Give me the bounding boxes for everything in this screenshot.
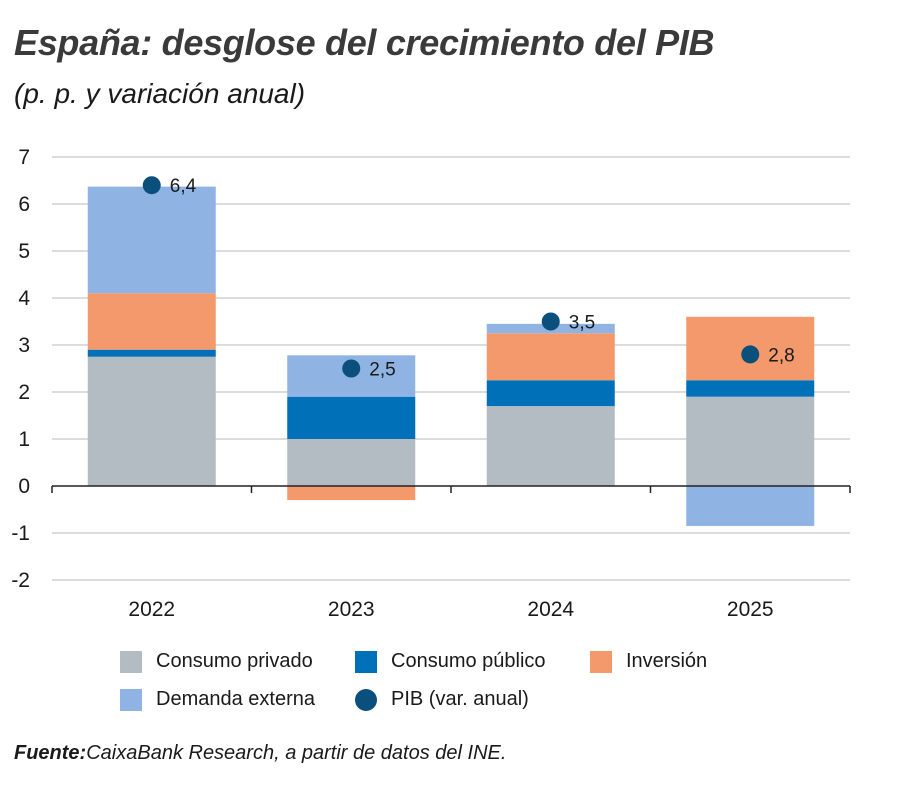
bar-segment-consumo-público-2025 xyxy=(686,380,815,397)
pib-data-label: 2,5 xyxy=(369,360,395,381)
bar-segment-demanda-externa-2022 xyxy=(87,186,216,294)
bars xyxy=(87,186,815,526)
bar-segment-consumo-privado-2025 xyxy=(686,396,815,486)
pib-data-label: 2,8 xyxy=(768,345,794,366)
legend-swatch-inversion xyxy=(590,650,612,673)
legend-label-demanda-externa: Demanda externa xyxy=(156,688,315,710)
legend-item-inversion: Inversión xyxy=(590,650,707,673)
pib-point-2024 xyxy=(541,312,560,331)
legend-label-pib: PIB (var. anual) xyxy=(391,688,529,710)
bar-segment-demanda-externa-2025 xyxy=(686,486,815,526)
bar-segment-consumo-público-2022 xyxy=(87,349,216,357)
x-tick-label: 2025 xyxy=(727,598,774,621)
bar-segment-consumo-público-2023 xyxy=(287,396,416,439)
legend-item-consumo-privado: Consumo privado xyxy=(120,650,313,673)
source-label: Fuente: xyxy=(14,742,87,764)
bar-segment-consumo-público-2024 xyxy=(486,380,615,407)
x-axis-tick-labels: 2022 2023 2024 2025 xyxy=(128,598,773,621)
legend-swatch-demanda-externa xyxy=(120,688,142,711)
pib-points: 6,4 2,5 3,5 2,8 xyxy=(142,176,795,381)
y-tick-label: 5 xyxy=(18,240,30,263)
source-note: Fuente:CaixaBank Research, a partir de d… xyxy=(14,742,506,765)
bar-segment-consumo-privado-2023 xyxy=(287,439,416,486)
y-tick-label: 3 xyxy=(18,334,30,357)
y-tick-label: -2 xyxy=(11,569,30,592)
bar-segment-inversión-2023 xyxy=(287,486,416,501)
y-tick-label: -1 xyxy=(11,522,30,545)
y-tick-label: 1 xyxy=(18,428,30,451)
legend-label-consumo-publico: Consumo público xyxy=(391,650,546,672)
chart-title: España: desglose del crecimiento del PIB xyxy=(14,22,715,63)
stacked-bar-chart: 7 6 5 4 3 2 1 0 -1 -2 2022 2023 2024 2025 6,4 2,5 3,5 2… xyxy=(11,146,851,621)
legend-label-inversion: Inversión xyxy=(626,650,708,672)
bar-segment-inversión-2024 xyxy=(486,333,615,381)
bar-segment-consumo-privado-2022 xyxy=(87,356,216,486)
legend-label-consumo-privado: Consumo privado xyxy=(156,650,313,672)
y-tick-label: 2 xyxy=(18,381,30,404)
pib-point-2023 xyxy=(342,359,361,378)
x-tick-label: 2024 xyxy=(527,598,574,621)
pib-data-label: 6,4 xyxy=(170,176,197,197)
y-tick-label: 0 xyxy=(18,475,30,498)
pib-data-label: 3,5 xyxy=(569,313,595,334)
y-tick-label: 7 xyxy=(18,146,30,169)
x-tick-label: 2023 xyxy=(328,598,375,621)
pib-point-2022 xyxy=(142,176,161,195)
bar-segment-inversión-2022 xyxy=(87,293,216,350)
bar-segment-consumo-privado-2024 xyxy=(486,406,615,486)
chart-subtitle: (p. p. y variación anual) xyxy=(14,78,306,109)
legend-item-demanda-externa: Demanda externa xyxy=(120,688,315,711)
y-tick-label: 4 xyxy=(18,287,30,310)
legend-swatch-pib xyxy=(355,688,377,711)
y-axis-tick-labels: 7 6 5 4 3 2 1 0 -1 -2 xyxy=(11,146,30,592)
legend-swatch-consumo-privado xyxy=(120,650,142,673)
legend-swatch-consumo-publico xyxy=(355,650,377,673)
source-text: CaixaBank Research, a partir de datos de… xyxy=(86,742,507,764)
legend-item-pib: PIB (var. anual) xyxy=(355,688,529,711)
x-axis xyxy=(51,485,851,493)
pib-point-2025 xyxy=(741,345,760,364)
legend-item-consumo-publico: Consumo público xyxy=(355,650,546,673)
x-tick-label: 2022 xyxy=(128,598,175,621)
y-tick-label: 6 xyxy=(18,193,30,216)
